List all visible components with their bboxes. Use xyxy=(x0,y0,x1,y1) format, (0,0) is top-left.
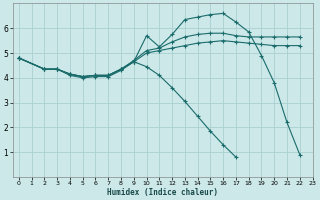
X-axis label: Humidex (Indice chaleur): Humidex (Indice chaleur) xyxy=(107,188,218,197)
